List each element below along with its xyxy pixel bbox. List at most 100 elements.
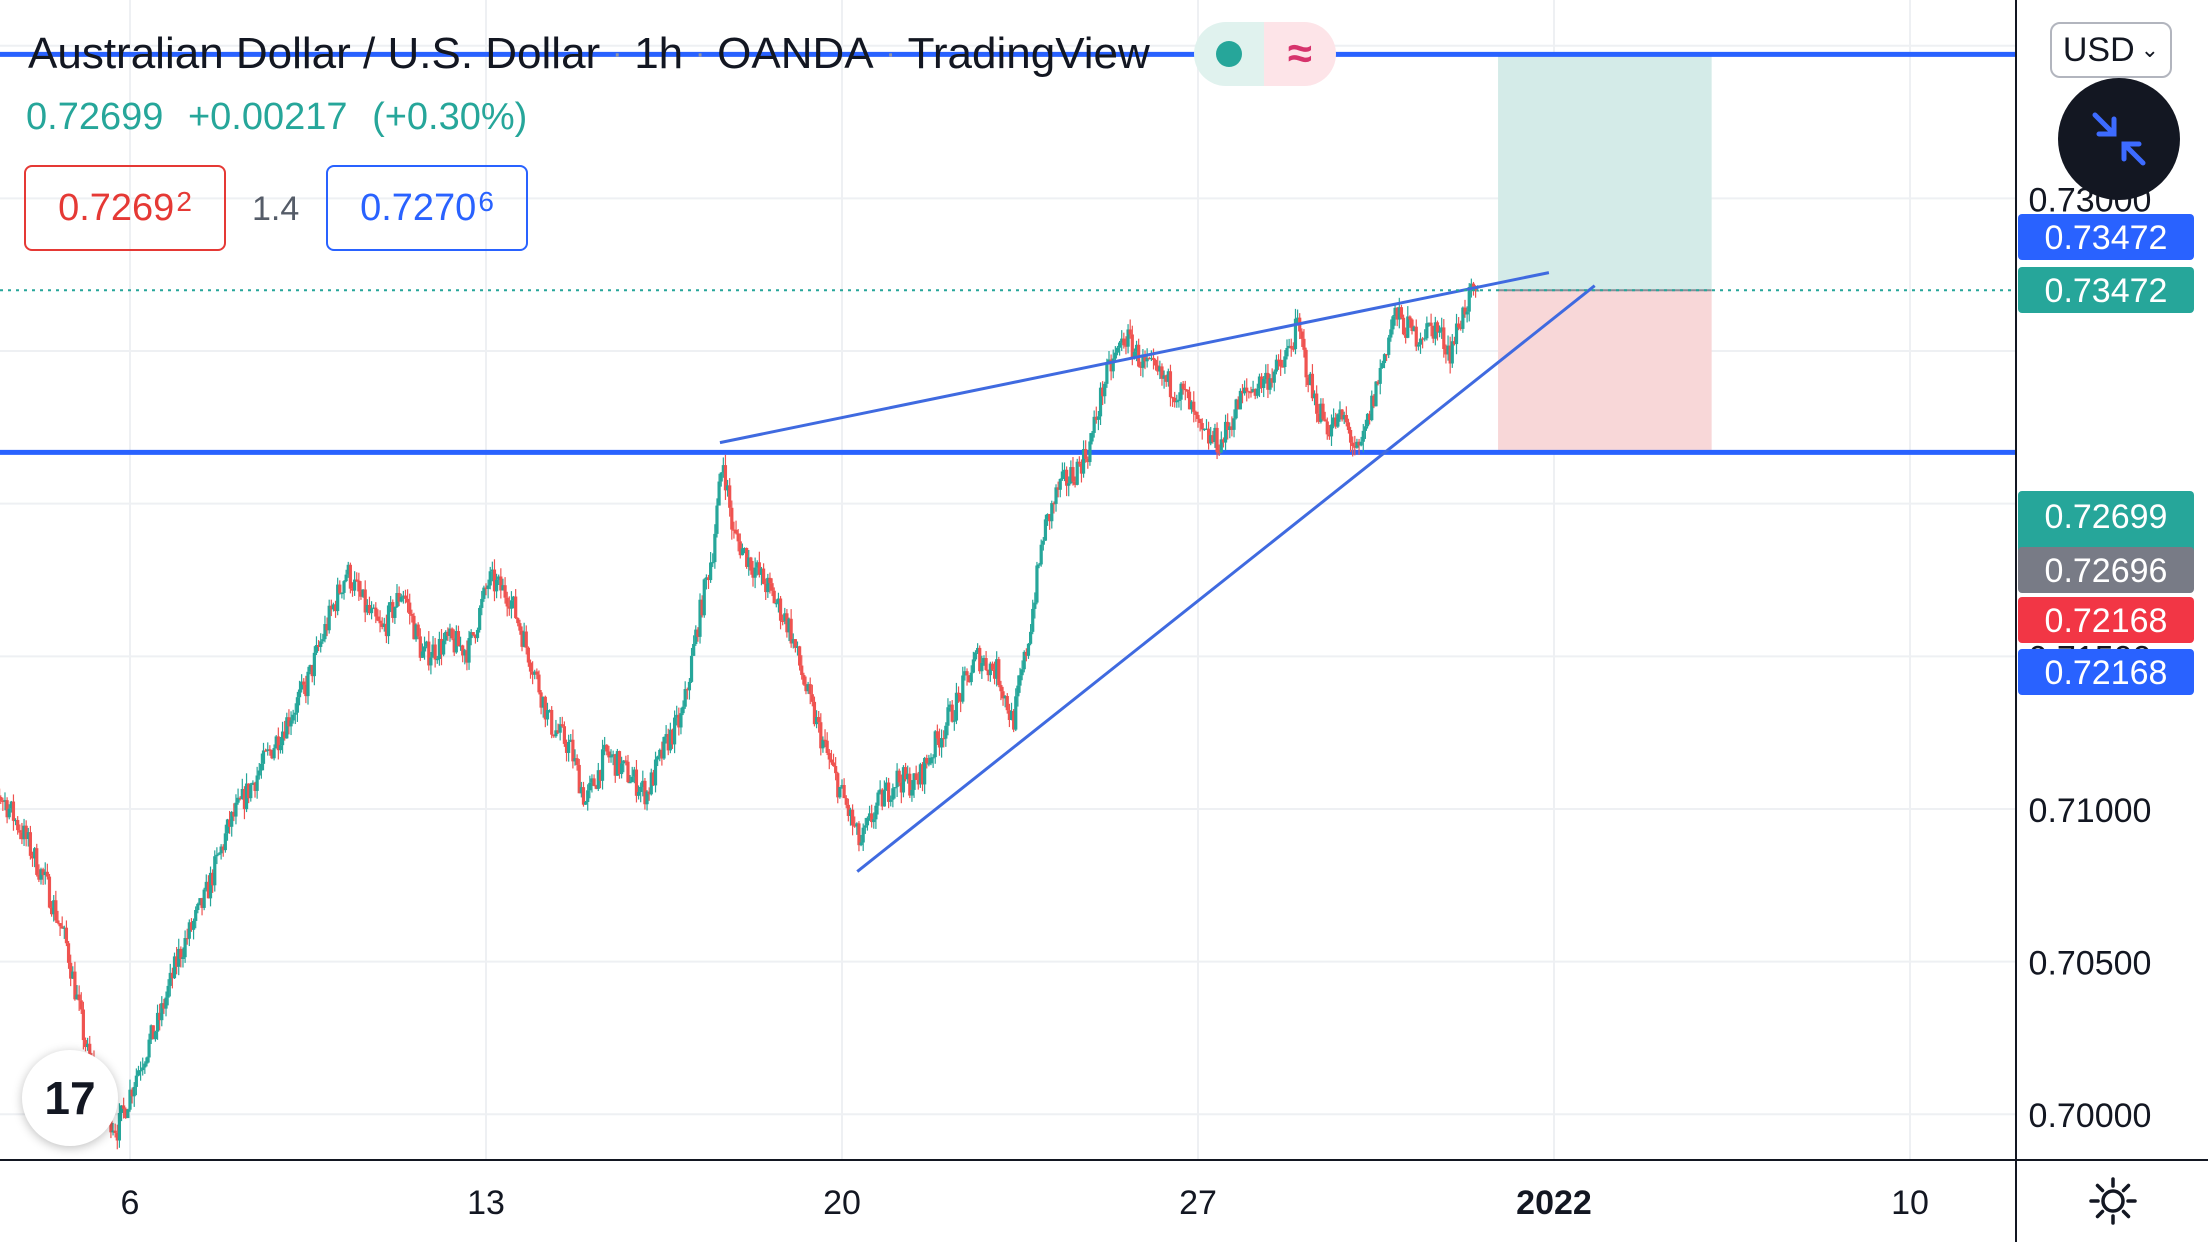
candle-body bbox=[79, 1000, 83, 1010]
candle bbox=[64, 920, 69, 947]
candle bbox=[3, 792, 7, 811]
candle-body bbox=[1143, 354, 1147, 362]
candle bbox=[1391, 315, 1395, 335]
candle-body bbox=[1363, 426, 1368, 431]
candle bbox=[912, 773, 916, 798]
candle bbox=[1342, 411, 1346, 424]
candle-body bbox=[1001, 691, 1005, 699]
candle bbox=[1442, 319, 1446, 358]
candle bbox=[1435, 320, 1440, 341]
market-status-pill[interactable]: ≈ bbox=[1193, 22, 1336, 86]
candle bbox=[79, 992, 83, 1014]
candle bbox=[872, 812, 876, 829]
candle bbox=[698, 593, 702, 644]
candle-body bbox=[484, 587, 488, 589]
candle bbox=[1069, 460, 1073, 485]
candle-body bbox=[647, 791, 651, 795]
sell-button[interactable]: 0.7269 2 bbox=[24, 165, 226, 251]
candle-body bbox=[628, 782, 632, 784]
candle bbox=[1357, 438, 1361, 455]
candle-body bbox=[812, 701, 817, 725]
candle-body bbox=[1421, 338, 1425, 340]
buy-button[interactable]: 0.7270 6 bbox=[326, 165, 528, 251]
candle bbox=[1101, 381, 1105, 406]
candle bbox=[522, 622, 526, 648]
candle-body bbox=[1433, 322, 1437, 339]
candle-body bbox=[1334, 417, 1338, 427]
candle bbox=[946, 698, 950, 736]
candle-body bbox=[725, 485, 730, 491]
candle-body bbox=[211, 872, 215, 886]
symbol-name[interactable]: Australian Dollar / U.S. Dollar bbox=[28, 29, 601, 78]
candle bbox=[461, 644, 465, 663]
gear-icon[interactable] bbox=[2086, 1174, 2140, 1228]
candle-body bbox=[730, 507, 734, 530]
candle-body bbox=[995, 659, 999, 679]
candle-body bbox=[554, 730, 558, 737]
candle-body bbox=[1219, 439, 1223, 453]
candle bbox=[22, 818, 26, 846]
candle-body bbox=[1302, 338, 1306, 350]
candle bbox=[848, 807, 853, 826]
candle bbox=[897, 768, 901, 787]
candle bbox=[827, 748, 831, 770]
candle-body bbox=[1253, 389, 1257, 396]
interval-label[interactable]: 1h bbox=[634, 29, 684, 78]
candle-body bbox=[255, 775, 259, 791]
candle-body bbox=[1365, 413, 1370, 427]
candle-body bbox=[16, 819, 20, 831]
candle bbox=[81, 1001, 85, 1050]
candle-body bbox=[223, 833, 227, 851]
candle-body bbox=[73, 971, 77, 1000]
candle bbox=[1387, 334, 1391, 359]
candle bbox=[329, 599, 333, 617]
candle-body bbox=[482, 587, 486, 599]
candle bbox=[1175, 394, 1179, 408]
spread-value: 1.4 bbox=[252, 190, 300, 228]
candle bbox=[1285, 339, 1289, 360]
collapse-button[interactable] bbox=[2058, 78, 2180, 200]
candle-body bbox=[253, 782, 257, 791]
tradingview-logo[interactable]: 17 bbox=[22, 1050, 118, 1146]
candle bbox=[581, 781, 586, 807]
candle bbox=[1308, 371, 1312, 386]
candle bbox=[884, 777, 889, 791]
candle bbox=[1404, 327, 1408, 344]
candle-body bbox=[1372, 395, 1376, 407]
candle bbox=[567, 734, 571, 762]
candle bbox=[1122, 332, 1126, 349]
candle-body bbox=[1238, 390, 1242, 410]
candle-body bbox=[160, 1003, 164, 1021]
candle bbox=[306, 666, 310, 705]
candle-body bbox=[342, 581, 346, 593]
currency-selector[interactable]: USD ⌄ bbox=[2050, 22, 2172, 78]
candle-body bbox=[526, 647, 530, 663]
candle-body bbox=[1376, 381, 1380, 384]
candle bbox=[1170, 396, 1175, 407]
candle-body bbox=[1344, 414, 1348, 423]
candle-body bbox=[1028, 631, 1033, 644]
candle bbox=[1154, 358, 1158, 371]
candle bbox=[600, 739, 605, 790]
candle-body bbox=[454, 631, 458, 653]
candle bbox=[719, 472, 723, 487]
candle-body bbox=[427, 641, 431, 666]
candle-body bbox=[884, 782, 889, 791]
candle-body bbox=[1348, 429, 1353, 443]
candle bbox=[1410, 318, 1414, 335]
candle-body bbox=[954, 692, 959, 721]
candle bbox=[52, 895, 56, 922]
candle-body bbox=[1054, 487, 1058, 504]
candle bbox=[382, 617, 386, 632]
candle bbox=[539, 690, 543, 715]
candle bbox=[138, 1061, 143, 1081]
candle-body bbox=[751, 570, 755, 578]
candle bbox=[730, 500, 734, 540]
candle bbox=[564, 739, 569, 762]
candle-body bbox=[242, 788, 247, 810]
chart-title[interactable]: Australian Dollar / U.S. Dollar · 1h · O… bbox=[28, 22, 1336, 86]
candle bbox=[541, 696, 545, 718]
candle-body bbox=[1279, 359, 1283, 367]
candle-body bbox=[959, 694, 963, 702]
